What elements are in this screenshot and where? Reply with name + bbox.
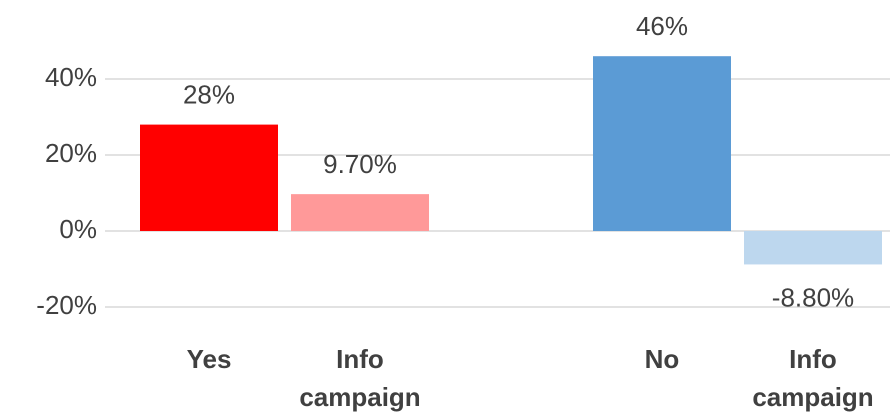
bar bbox=[291, 194, 429, 231]
y-tick-label: -20% bbox=[36, 290, 97, 320]
x-tick-label: Info campaign bbox=[752, 344, 874, 412]
y-tick-label: 20% bbox=[45, 138, 97, 168]
data-label: 28% bbox=[183, 79, 235, 109]
y-tick-label: 0% bbox=[59, 214, 97, 244]
data-label: -8.80% bbox=[772, 282, 854, 312]
bar bbox=[744, 231, 882, 265]
bar bbox=[140, 124, 278, 231]
data-label: 9.70% bbox=[323, 149, 397, 179]
x-tick-label: No bbox=[644, 344, 680, 374]
data-label: 46% bbox=[636, 11, 688, 41]
x-tick-label: Yes bbox=[186, 344, 232, 374]
bar bbox=[593, 56, 731, 232]
y-tick-label: 40% bbox=[45, 62, 97, 92]
x-tick-label: Info campaign bbox=[299, 344, 421, 412]
